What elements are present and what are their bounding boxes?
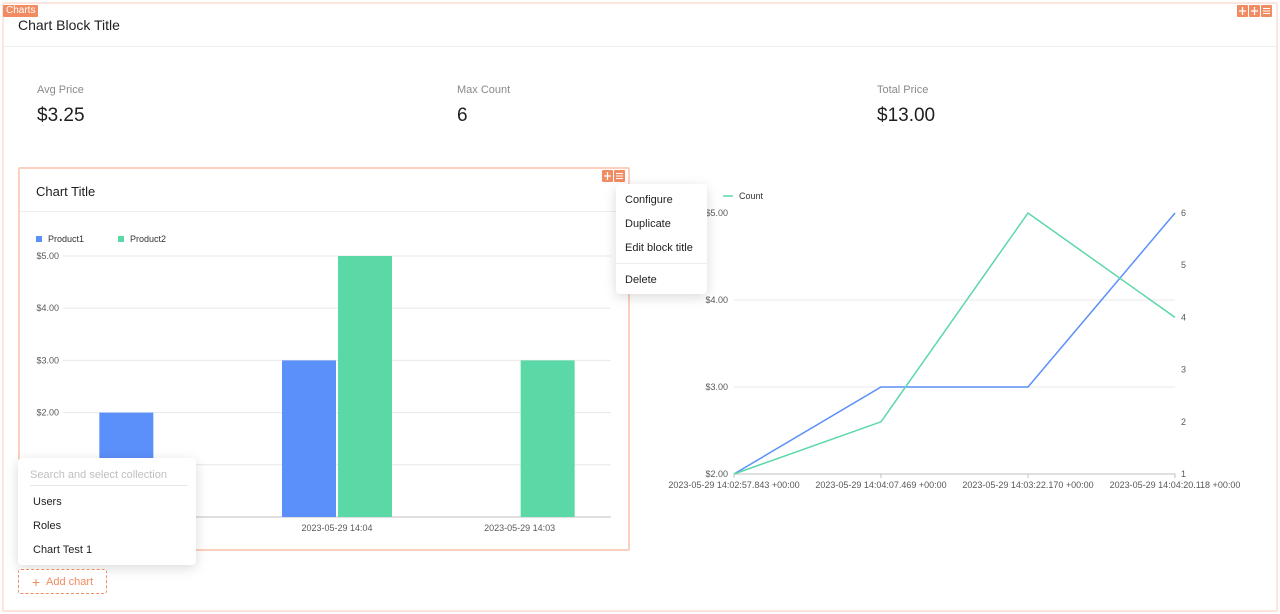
y-tick-label: $3.00: [36, 355, 59, 365]
stat-max-count: Max Count 6: [457, 84, 510, 127]
bar-product2: [520, 360, 575, 517]
collection-option[interactable]: Chart Test 1: [33, 544, 93, 556]
stat-label: Max Count: [457, 84, 511, 96]
block-header: Chart Block Title: [4, 4, 1276, 47]
x-tick-label: 2023-05-29 14:04: [301, 523, 372, 533]
collection-option[interactable]: Roles: [33, 520, 62, 532]
bar-product1: [282, 360, 336, 517]
y-right-tick-label: 1: [1181, 469, 1186, 479]
stat-value: $3.25: [37, 105, 85, 126]
legend-label: Product2: [130, 234, 166, 244]
legend-label: Count: [739, 191, 764, 201]
y-tick-label: $5.00: [705, 208, 728, 218]
stat-label: Total Price: [877, 84, 929, 96]
block-title: Chart Block Title: [18, 17, 120, 33]
stat-value: 6: [457, 105, 468, 126]
menu-item-configure[interactable]: Configure: [625, 194, 673, 206]
x-tick-label: 2023-05-29 14:04:20.118 +00:00: [1110, 480, 1241, 490]
stat-label: Avg Price: [37, 84, 84, 96]
line-series-price: [733, 212, 1176, 475]
collection-search-input[interactable]: [30, 464, 188, 486]
line-series-count: [733, 211, 1176, 475]
block-context-menu: Configure Duplicate Edit block title Del…: [616, 184, 707, 294]
drag-handle-icon[interactable]: [602, 170, 613, 182]
chart-card-header: Chart Title: [20, 169, 628, 212]
menu-icon[interactable]: [1261, 5, 1272, 17]
collection-option[interactable]: Users: [33, 496, 62, 508]
y-right-tick-label: 5: [1181, 260, 1186, 270]
y-tick-label: $3.00: [705, 382, 728, 392]
y-right-tick-label: 4: [1181, 312, 1186, 322]
menu-item-delete[interactable]: Delete: [625, 274, 657, 286]
y-right-tick-label: 2: [1181, 417, 1186, 427]
stat-avg-price: Avg Price $3.25: [37, 84, 85, 127]
menu-divider: [616, 263, 707, 264]
y-right-tick-label: 6: [1181, 208, 1186, 218]
add-block-icon[interactable]: [1249, 5, 1260, 17]
x-tick-label: 2023-05-29 14:03: [484, 523, 555, 533]
collection-picker: Users Roles Chart Test 1: [18, 458, 196, 565]
y-tick-label: $4.00: [36, 303, 59, 313]
plus-icon: +: [31, 573, 41, 590]
block-toolbar: [1237, 5, 1272, 17]
y-tick-label: $2.00: [36, 408, 59, 418]
menu-item-edit-block-title[interactable]: Edit block title: [625, 242, 693, 254]
charts-tag: Charts: [3, 5, 39, 17]
y-tick-label: $2.00: [705, 469, 728, 479]
stat-total-price: Total Price $13.00: [877, 84, 935, 127]
add-chart-button[interactable]: + Add chart: [18, 569, 107, 594]
legend-label: Product1: [48, 234, 84, 244]
stat-value: $13.00: [877, 105, 936, 126]
y-right-tick-label: 3: [1181, 365, 1186, 375]
bar-product2: [338, 256, 392, 517]
y-tick-label: $4.00: [705, 295, 728, 305]
drag-handle-icon[interactable]: [1237, 5, 1248, 17]
legend-swatch: [36, 236, 42, 242]
menu-item-duplicate[interactable]: Duplicate: [625, 218, 671, 230]
chart-card-title: Chart Title: [36, 184, 96, 199]
x-tick-label: 2023-05-29 14:04:07.469 +00:00: [815, 480, 946, 490]
card-toolbar: [602, 170, 625, 182]
legend-swatch: [118, 236, 124, 242]
x-tick-label: 2023-05-29 14:03:22.170 +00:00: [962, 480, 1093, 490]
x-tick-label: 2023-05-29 14:02:57.843 +00:00: [668, 480, 799, 490]
add-chart-label: Add chart: [46, 575, 94, 588]
y-tick-label: $5.00: [36, 251, 59, 261]
menu-icon[interactable]: [614, 170, 625, 182]
